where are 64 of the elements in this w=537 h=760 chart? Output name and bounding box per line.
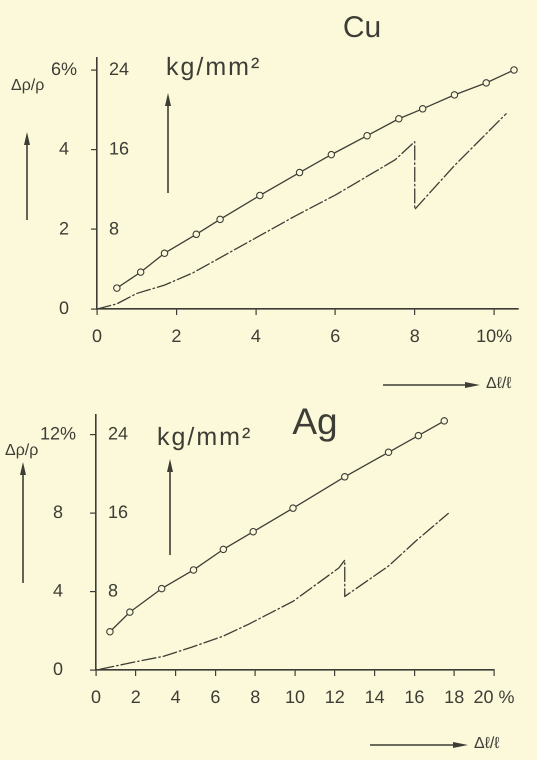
- y-tick-label: 4: [58, 138, 69, 159]
- x-tick-label: 12: [324, 686, 345, 707]
- y-tick-label: 12%: [40, 424, 76, 444]
- x-tick-label: 8: [410, 326, 420, 346]
- x-tick-label: 20 %: [473, 686, 515, 707]
- y2-tick-label: 8: [108, 580, 118, 601]
- y-tick-label: 6%: [50, 58, 77, 79]
- x-tick-label: 16: [404, 686, 424, 707]
- point: [220, 546, 228, 554]
- point: [482, 79, 490, 87]
- y-tick-label: 2: [58, 218, 69, 238]
- point: [289, 504, 297, 512]
- chart-title: Ag: [292, 401, 338, 442]
- x-tick-label: 8: [250, 686, 260, 707]
- y2-tick-label: 24: [109, 58, 130, 79]
- point: [414, 432, 422, 440]
- y2-axis-title: kg/mm²: [157, 423, 252, 451]
- y-axis-title: Δρ/ρ: [11, 77, 44, 94]
- x-tick-label: 0: [90, 686, 102, 707]
- point: [106, 628, 114, 636]
- point: [113, 284, 121, 292]
- y2-axis-title: kg/mm²: [166, 53, 262, 81]
- y-tick-label: 4: [52, 580, 63, 601]
- x-tick-label: 6: [330, 326, 340, 346]
- x-tick-label: 14: [364, 686, 385, 707]
- point: [450, 91, 458, 99]
- y-tick-label: 8: [52, 502, 63, 522]
- point: [440, 417, 448, 425]
- x-axis-title: Δℓ/ℓ: [474, 735, 500, 752]
- y-tick-label: 0: [52, 658, 63, 679]
- y2-tick-label: 16: [108, 502, 128, 522]
- chart-title: Cu: [342, 11, 382, 44]
- point: [126, 608, 134, 616]
- x-axis-title: Δℓ/ℓ: [486, 375, 512, 392]
- point: [395, 115, 403, 123]
- point: [363, 132, 371, 140]
- point: [328, 150, 336, 158]
- point: [384, 448, 392, 456]
- x-tick-label: 0: [92, 326, 102, 346]
- point: [296, 168, 304, 176]
- y-tick-label: 0: [58, 298, 69, 318]
- point: [190, 566, 198, 574]
- point: [341, 473, 348, 481]
- point: [136, 268, 144, 276]
- x-tick-label: 18: [444, 686, 464, 707]
- point: [510, 66, 518, 74]
- point: [158, 584, 166, 592]
- point: [160, 249, 168, 257]
- y2-tick-label: 24: [108, 424, 128, 444]
- point: [418, 105, 426, 113]
- x-tick-label: 10: [284, 686, 306, 707]
- x-tick-label: 6: [210, 686, 220, 707]
- x-tick-label: 4: [170, 686, 181, 707]
- x-tick-label: 10%: [476, 326, 512, 346]
- y-axis-title: Δρ/ρ: [5, 442, 38, 459]
- point: [256, 192, 264, 200]
- point: [249, 528, 257, 536]
- point: [216, 216, 224, 224]
- x-tick-label: 2: [130, 686, 141, 707]
- point: [192, 230, 200, 238]
- y2-tick-label: 16: [109, 138, 130, 159]
- x-tick-label: 4: [250, 326, 261, 346]
- y2-tick-label: 8: [109, 218, 120, 238]
- x-tick-label: 2: [171, 326, 182, 346]
